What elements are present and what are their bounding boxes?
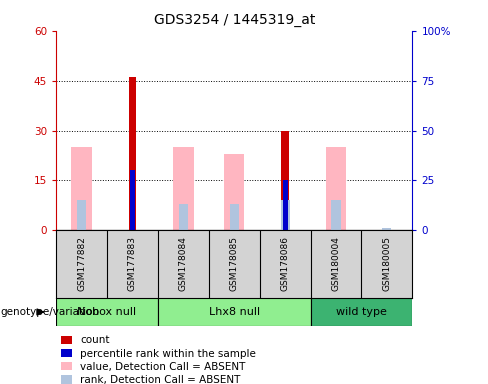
Text: GSM178086: GSM178086 bbox=[281, 236, 290, 291]
Text: GSM177882: GSM177882 bbox=[77, 236, 86, 291]
Bar bbox=[130, 170, 135, 230]
Bar bbox=[326, 147, 346, 230]
Text: genotype/variation: genotype/variation bbox=[0, 307, 99, 317]
Title: GDS3254 / 1445319_at: GDS3254 / 1445319_at bbox=[154, 13, 315, 27]
Bar bbox=[77, 200, 86, 230]
Text: GSM178085: GSM178085 bbox=[230, 236, 239, 291]
Bar bbox=[173, 147, 194, 230]
Text: GSM180005: GSM180005 bbox=[383, 236, 391, 291]
Text: Lhx8 null: Lhx8 null bbox=[209, 307, 260, 317]
Text: Nobox null: Nobox null bbox=[78, 307, 137, 317]
Bar bbox=[281, 200, 290, 230]
Bar bbox=[179, 204, 188, 230]
Bar bbox=[230, 204, 239, 230]
Bar bbox=[158, 298, 310, 326]
Text: GSM180004: GSM180004 bbox=[331, 236, 341, 291]
Text: GSM177883: GSM177883 bbox=[128, 236, 137, 291]
Bar bbox=[331, 200, 341, 230]
Bar bbox=[56, 298, 158, 326]
Bar bbox=[283, 180, 288, 230]
Text: wild type: wild type bbox=[336, 307, 387, 317]
Bar bbox=[310, 298, 412, 326]
Bar bbox=[224, 154, 244, 230]
Bar bbox=[382, 228, 391, 230]
Bar bbox=[129, 77, 136, 230]
Text: GSM178084: GSM178084 bbox=[179, 236, 188, 291]
Legend: count, percentile rank within the sample, value, Detection Call = ABSENT, rank, : count, percentile rank within the sample… bbox=[61, 336, 256, 384]
Bar bbox=[281, 131, 289, 230]
Bar bbox=[71, 147, 92, 230]
